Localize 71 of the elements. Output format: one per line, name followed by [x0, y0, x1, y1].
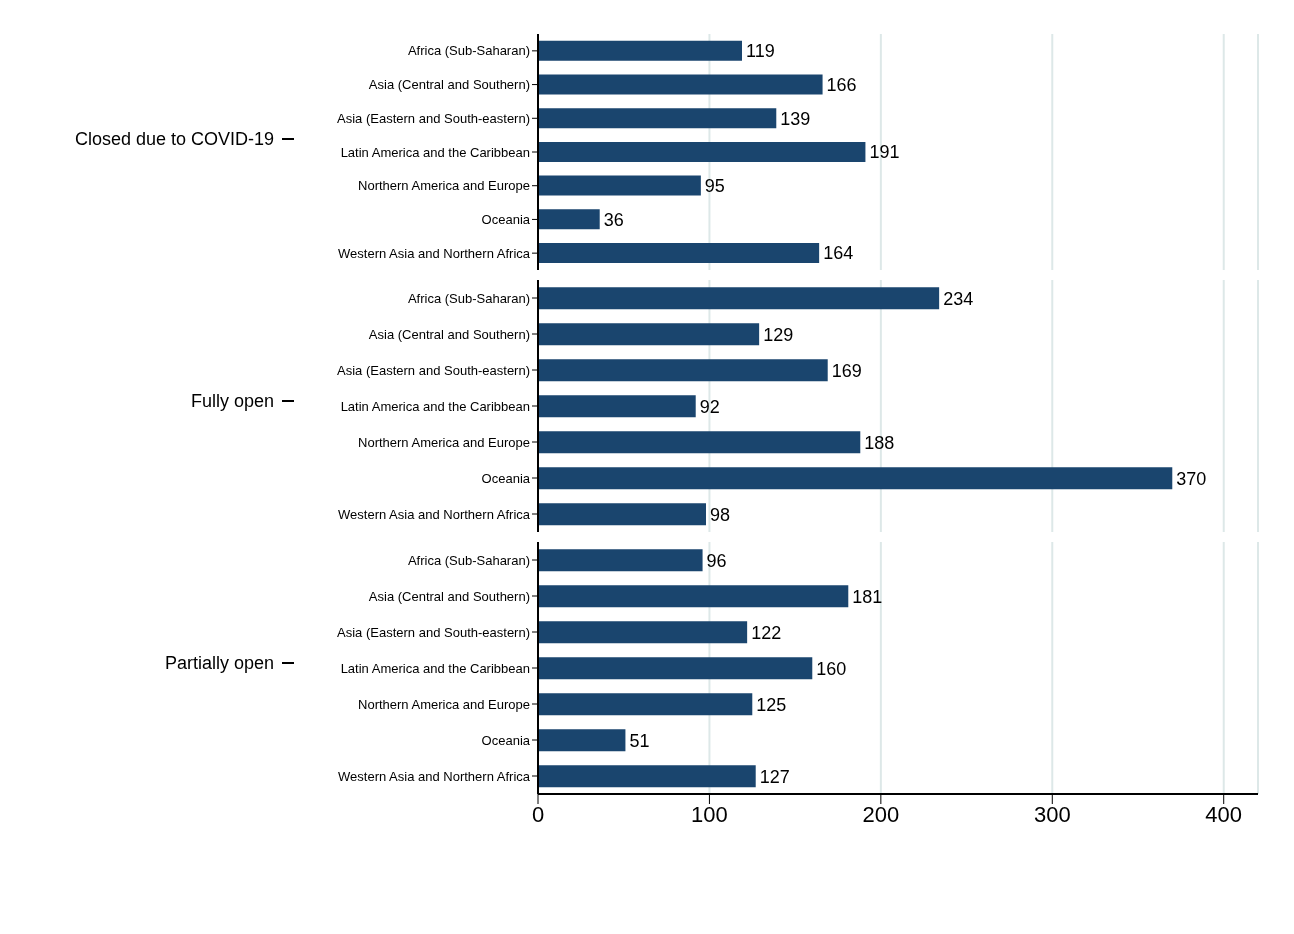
- bar: [538, 209, 600, 230]
- bar: [538, 657, 813, 680]
- y-tick-label: Western Asia and Northern Africa: [338, 768, 531, 784]
- data-label: 96: [706, 550, 727, 571]
- data-label: 181: [852, 586, 883, 607]
- bar: [538, 141, 866, 162]
- data-label: 51: [629, 730, 650, 751]
- y-tick-label: Asia (Eastern and South-eastern): [337, 362, 530, 378]
- data-label: 129: [763, 324, 794, 345]
- y-tick-label: Northern America and Europe: [358, 178, 530, 194]
- bar: [538, 395, 696, 418]
- x-tick-label: 300: [1033, 801, 1071, 827]
- y-axis-title: Partially open: [164, 652, 275, 674]
- data-label: 122: [751, 622, 782, 643]
- data-label: 234: [943, 288, 974, 309]
- bar: [538, 549, 703, 572]
- bar: [538, 585, 849, 608]
- y-tick-label: Western Asia and Northern Africa: [338, 506, 531, 522]
- bar: [538, 243, 820, 264]
- y-tick-label: Asia (Central and Southern): [368, 588, 530, 604]
- y-tick-label: Oceania: [481, 470, 531, 486]
- data-label: 191: [869, 142, 900, 163]
- x-tick-label: 400: [1205, 801, 1243, 827]
- y-axis-title: Fully open: [190, 390, 275, 412]
- bar: [538, 431, 861, 454]
- bar: [538, 503, 706, 526]
- x-tick-label: 100: [691, 801, 728, 827]
- bar: [538, 175, 701, 196]
- data-label: 160: [816, 658, 847, 679]
- y-tick-label: Africa (Sub-Saharan): [407, 552, 530, 568]
- bar: [538, 359, 828, 382]
- y-tick-label: Oceania: [481, 732, 531, 748]
- data-label: 95: [704, 175, 725, 196]
- y-tick-label: Asia (Eastern and South-eastern): [337, 624, 530, 640]
- data-label: 92: [699, 396, 720, 417]
- data-label: 36: [603, 209, 624, 230]
- bar: [538, 693, 753, 716]
- bar: [538, 323, 760, 346]
- data-label: 127: [759, 766, 790, 787]
- data-label: 164: [823, 243, 854, 264]
- bar: [538, 74, 823, 95]
- y-tick-label: Northern America and Europe: [358, 696, 530, 712]
- y-tick-label: Africa (Sub-Saharan): [407, 290, 530, 306]
- bar: [538, 621, 748, 644]
- data-label: 119: [746, 41, 775, 62]
- data-label: 139: [780, 108, 811, 129]
- y-tick-label: Africa (Sub-Saharan): [407, 43, 530, 59]
- y-tick-label: Latin America and the Caribbean: [340, 144, 530, 160]
- bar: [538, 40, 742, 61]
- data-label: 125: [756, 694, 787, 715]
- data-label: 166: [826, 74, 857, 95]
- bar: [538, 467, 1173, 490]
- y-tick-label: Asia (Central and Southern): [368, 326, 530, 342]
- y-tick-label: Oceania: [481, 212, 531, 228]
- data-label: 98: [710, 504, 731, 525]
- bar: [538, 765, 756, 788]
- bar: [538, 729, 626, 752]
- y-axis-title: Closed due to COVID-19: [74, 128, 275, 150]
- bar: [538, 108, 777, 129]
- data-label: 169: [831, 360, 862, 381]
- data-label: 188: [864, 432, 895, 453]
- y-tick-label: Latin America and the Caribbean: [340, 398, 530, 414]
- x-tick-label: 0: [531, 801, 545, 827]
- y-tick-label: Latin America and the Caribbean: [340, 660, 530, 676]
- data-label: 370: [1176, 468, 1207, 489]
- y-tick-label: Asia (Central and Southern): [368, 77, 530, 93]
- y-tick-label: Northern America and Europe: [358, 434, 530, 450]
- y-tick-label: Western Asia and Northern Africa: [338, 245, 531, 261]
- x-tick-label: 200: [862, 801, 900, 827]
- y-tick-label: Asia (Eastern and South-eastern): [337, 110, 530, 126]
- bar: [538, 287, 940, 310]
